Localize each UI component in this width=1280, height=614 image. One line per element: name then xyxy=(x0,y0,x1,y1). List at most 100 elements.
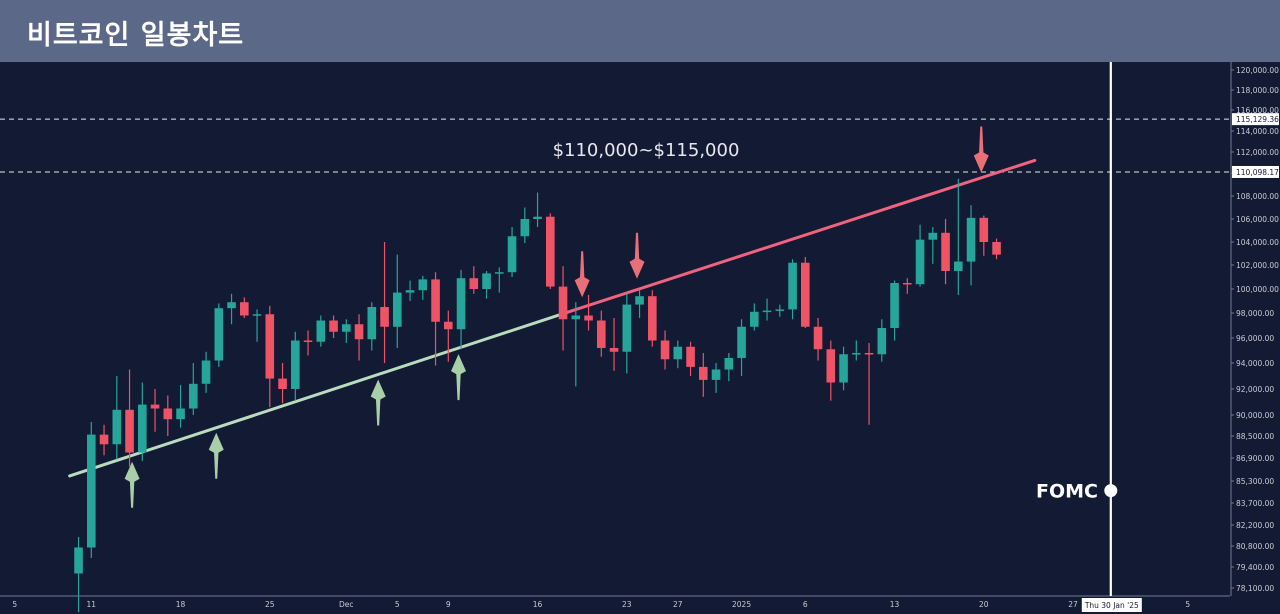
candle-body xyxy=(533,216,542,219)
candle xyxy=(99,424,109,456)
chart-background xyxy=(0,62,1280,614)
candle xyxy=(125,369,134,467)
y-tick-label: 94,000.00 xyxy=(1236,359,1274,368)
candle xyxy=(546,213,555,289)
candle xyxy=(609,318,619,371)
candle-body xyxy=(877,328,887,355)
candle-body xyxy=(329,320,338,332)
candle-body xyxy=(303,340,313,342)
candle-body xyxy=(150,404,160,409)
down-arrow xyxy=(574,251,590,298)
candle-body xyxy=(915,239,925,285)
candle xyxy=(966,205,976,286)
x-tick-label: 5 xyxy=(12,600,17,609)
candle-body xyxy=(648,296,657,341)
x-cursor-date-label: Thu 30 Jan '25 xyxy=(1084,601,1139,610)
y-tick-label: 98,000.00 xyxy=(1236,309,1274,318)
candle-body xyxy=(163,408,173,420)
candle xyxy=(711,363,721,393)
candle xyxy=(367,302,377,351)
x-tick-label: 27 xyxy=(673,600,683,609)
candle-body xyxy=(609,348,619,352)
candle-body xyxy=(979,217,989,242)
candle xyxy=(750,303,759,331)
price-chart[interactable]: 120,000.00 118,000.00 116,000.00 114,000.00… xyxy=(0,62,1280,614)
candle xyxy=(150,389,160,432)
candle-body xyxy=(635,296,644,305)
y-tick-label: 90,000.00 xyxy=(1236,411,1274,420)
x-tick-label: 18 xyxy=(176,600,186,609)
y-tick-label: 78,100.00 xyxy=(1236,584,1274,593)
candle-body xyxy=(903,283,912,285)
candle-body xyxy=(482,273,491,289)
candle xyxy=(954,178,963,295)
candle-body xyxy=(584,315,593,321)
candle xyxy=(801,256,810,328)
candle xyxy=(189,363,198,415)
candle xyxy=(138,382,147,461)
candle-body xyxy=(418,279,428,291)
y-tick-label: 108,000.00 xyxy=(1236,192,1279,201)
candle-body xyxy=(571,315,581,320)
up-arrow xyxy=(451,354,466,401)
candle xyxy=(839,346,848,391)
x-cursor-date-box xyxy=(1081,598,1142,612)
candle xyxy=(393,254,402,348)
candle-body xyxy=(558,286,568,320)
candle-body xyxy=(342,324,351,332)
candle xyxy=(864,343,874,425)
y-tick-label: 79,400.00 xyxy=(1236,563,1274,572)
candle xyxy=(469,266,479,294)
y-tick-label: 88,500.00 xyxy=(1236,432,1274,441)
candle xyxy=(418,275,428,300)
candle xyxy=(648,290,657,347)
candle xyxy=(342,319,351,343)
candle xyxy=(903,278,912,294)
candle-body xyxy=(941,232,950,271)
level-price-label: 110,098.17 xyxy=(1236,168,1279,177)
candle-body xyxy=(252,314,262,316)
y-tick-label: 104,000.00 xyxy=(1236,238,1279,247)
candle xyxy=(788,259,797,320)
candle-body xyxy=(686,346,695,367)
candle xyxy=(992,238,1001,260)
price-range-annotation: $110,000~$115,000 xyxy=(553,140,740,161)
level-price-box xyxy=(1232,113,1279,126)
fomc-marker-dot xyxy=(1104,484,1118,498)
x-tick-label: 25 xyxy=(265,600,275,609)
header-bar: 비트코인 일봉차트 xyxy=(0,0,1280,62)
y-tick-label: 83,700.00 xyxy=(1236,499,1274,508)
candle xyxy=(163,395,173,436)
candle xyxy=(635,290,644,318)
x-tick-label: 11 xyxy=(87,600,97,609)
candle-body xyxy=(507,236,517,273)
candle xyxy=(673,340,683,369)
candle xyxy=(291,331,300,401)
candle-body xyxy=(227,302,236,309)
x-tick-label: 13 xyxy=(890,600,900,609)
candle-body xyxy=(431,279,440,322)
up-arrow xyxy=(370,379,386,426)
candle xyxy=(482,271,491,299)
candle-body xyxy=(112,409,122,445)
candle-body xyxy=(737,326,746,358)
candle xyxy=(699,353,708,397)
candle-body xyxy=(864,353,874,355)
candle-body xyxy=(788,262,797,310)
x-tick-label: 5 xyxy=(1185,600,1190,609)
candle xyxy=(520,207,530,244)
up-arrow xyxy=(208,432,224,479)
support-trendline xyxy=(68,310,569,478)
candle-body xyxy=(597,320,606,348)
candle xyxy=(890,280,899,341)
candle-body xyxy=(928,232,938,240)
x-tick-label: 2025 xyxy=(732,600,751,609)
candle xyxy=(826,340,836,401)
candle xyxy=(354,314,364,361)
candle-body xyxy=(520,219,530,237)
candle-body xyxy=(316,320,326,342)
candle xyxy=(252,309,262,342)
candle xyxy=(227,293,236,325)
candle xyxy=(928,227,938,264)
candle-body xyxy=(278,378,287,389)
